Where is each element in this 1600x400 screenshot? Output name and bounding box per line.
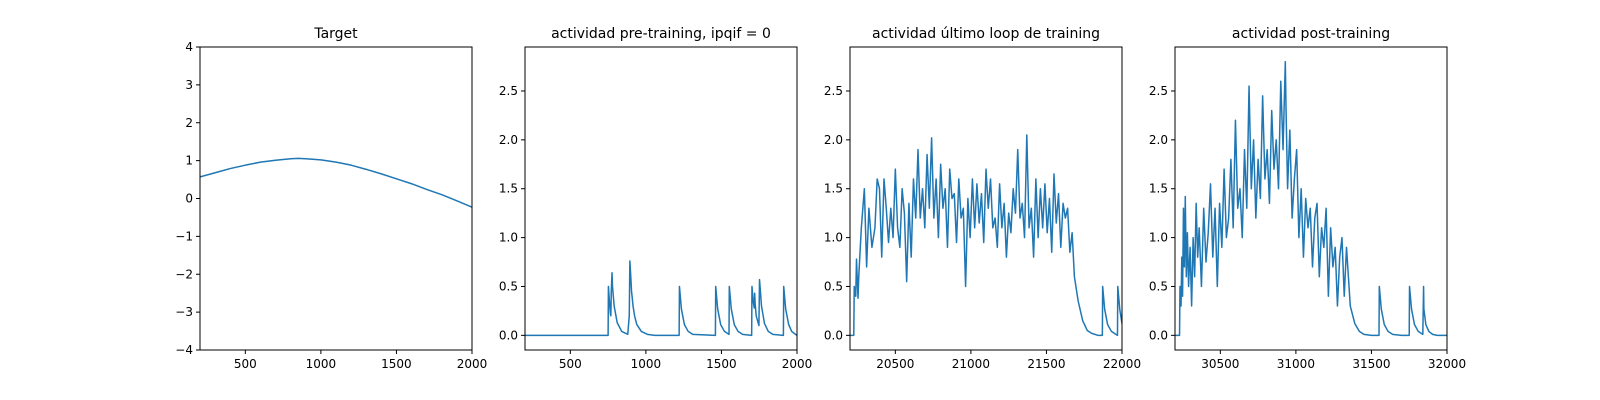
y-tick-label: 0.5 xyxy=(1149,279,1168,293)
y-tick-label: 2.0 xyxy=(824,133,843,147)
axes-frame xyxy=(1174,46,1448,351)
y-tick-label: 1.0 xyxy=(824,231,843,245)
y-tick-label: 0.5 xyxy=(824,279,843,293)
axes-frame xyxy=(524,46,798,351)
x-tick-label: 21500 xyxy=(1027,357,1065,371)
y-tick-label: 1 xyxy=(185,154,193,168)
y-tick-label: 2.5 xyxy=(1149,84,1168,98)
subplot-title: actividad último loop de training xyxy=(872,26,1100,42)
x-tick-label: 22000 xyxy=(1103,357,1141,371)
y-tick-label: −2 xyxy=(175,267,193,281)
y-tick-label: 1.5 xyxy=(824,182,843,196)
axes-frame xyxy=(849,46,1123,351)
y-tick-label: 2 xyxy=(185,116,193,130)
subplot-2: actividad pre-training, ipqif = 0 500 1000… xyxy=(499,26,812,371)
x-tick-label: 32000 xyxy=(1428,357,1466,371)
y-tick-label: 4 xyxy=(185,40,193,54)
x-tick-label: 1500 xyxy=(381,357,412,371)
y-tick-label: 1.5 xyxy=(499,182,518,196)
y-tick-label: 0.0 xyxy=(499,328,518,342)
subplot-1: Target 500 1000 1500 2000 −4 −3 −2 −1 0 1 2 3 4 xyxy=(175,26,487,371)
y-tick-label: −3 xyxy=(175,305,193,319)
y-tick-label: 2.5 xyxy=(824,84,843,98)
x-tick-label: 2000 xyxy=(457,357,488,371)
y-tick-label: −4 xyxy=(175,343,193,357)
subplot-4: actividad post-training 30500 31000 31500 32… xyxy=(1149,26,1466,371)
y-tick-label: 1.0 xyxy=(1149,231,1168,245)
y-tick-label: 3 xyxy=(185,78,193,92)
x-tick-label: 20500 xyxy=(876,357,914,371)
subplot-title: actividad pre-training, ipqif = 0 xyxy=(551,26,771,42)
y-tick-label: 2.0 xyxy=(1149,133,1168,147)
x-tick-label: 21000 xyxy=(952,357,990,371)
x-tick-label: 31000 xyxy=(1277,357,1315,371)
y-tick-label: −1 xyxy=(175,229,193,243)
y-tick-label: 0.0 xyxy=(824,328,843,342)
x-tick-label: 2000 xyxy=(782,357,813,371)
series-line xyxy=(525,260,797,337)
y-tick-label: 0.0 xyxy=(1149,328,1168,342)
subplot-title: actividad post-training xyxy=(1232,26,1390,42)
x-tick-label: 500 xyxy=(559,357,582,371)
y-tick-label: 1.0 xyxy=(499,231,518,245)
x-tick-label: 1000 xyxy=(306,357,337,371)
axes-frame xyxy=(199,46,473,351)
x-tick-label: 500 xyxy=(234,357,257,371)
subplot-title: Target xyxy=(313,26,358,42)
subplot-3: actividad último loop de training 20500 21… xyxy=(824,26,1141,371)
y-tick-label: 0 xyxy=(185,192,193,206)
series-line xyxy=(200,157,472,208)
y-tick-label: 2.0 xyxy=(499,133,518,147)
y-tick-label: 1.5 xyxy=(1149,182,1168,196)
series-line xyxy=(1175,60,1447,337)
x-tick-label: 1500 xyxy=(706,357,737,371)
series-line xyxy=(850,134,1122,337)
x-tick-label: 30500 xyxy=(1201,357,1239,371)
y-tick-label: 2.5 xyxy=(499,84,518,98)
x-tick-label: 31500 xyxy=(1352,357,1390,371)
x-tick-label: 1000 xyxy=(631,357,662,371)
y-tick-label: 0.5 xyxy=(499,279,518,293)
